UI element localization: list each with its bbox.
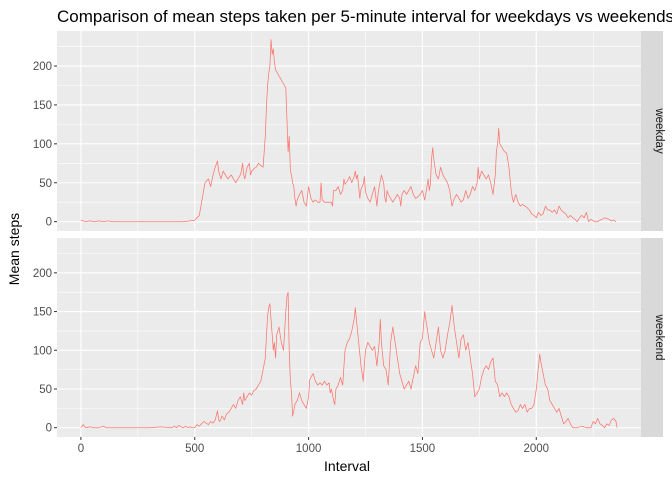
facet-label-weekend: weekend	[653, 313, 665, 360]
panel-weekday: 0 50 100 150 200 weekday	[33, 31, 665, 231]
y-tick-label: 200	[33, 61, 52, 73]
x-tick-label: 500	[185, 443, 204, 455]
series-line-weekend	[80, 291, 618, 429]
y-tick-label: 200	[33, 268, 52, 280]
x-axis: 0 500 1000 1500 2000	[78, 437, 549, 455]
series-line-weekday	[80, 39, 617, 223]
panel-background	[57, 31, 641, 231]
y-tick-label: 50	[39, 178, 52, 190]
y-tick-label: 100	[33, 139, 52, 151]
panel-background	[57, 238, 641, 437]
y-tick-label: 50	[39, 384, 52, 396]
x-tick-label: 0	[78, 443, 84, 455]
x-tick-label: 1000	[296, 443, 322, 455]
facet-strip	[641, 238, 663, 437]
facet-strip	[641, 31, 663, 231]
panels: 0 50 100 150 200 weekday 0 50 100 150 200 weekend 0 5…	[33, 31, 665, 455]
panel-weekend: 0 50 100 150 200 weekend	[33, 238, 665, 437]
x-tick-label: 2000	[523, 443, 549, 455]
x-axis-title: Interval	[324, 458, 370, 474]
facet-label-weekday: weekday	[653, 107, 665, 154]
x-tick-label: 1500	[410, 443, 436, 455]
y-tick-label: 150	[33, 307, 52, 319]
y-tick-label: 150	[33, 100, 52, 112]
y-tick-label: 0	[46, 423, 52, 435]
y-tick-label: 100	[33, 345, 52, 357]
y-tick-label: 0	[46, 217, 52, 229]
y-axis-title: Mean steps	[6, 213, 22, 285]
chart-title: Comparison of mean steps taken per 5-min…	[57, 7, 672, 26]
